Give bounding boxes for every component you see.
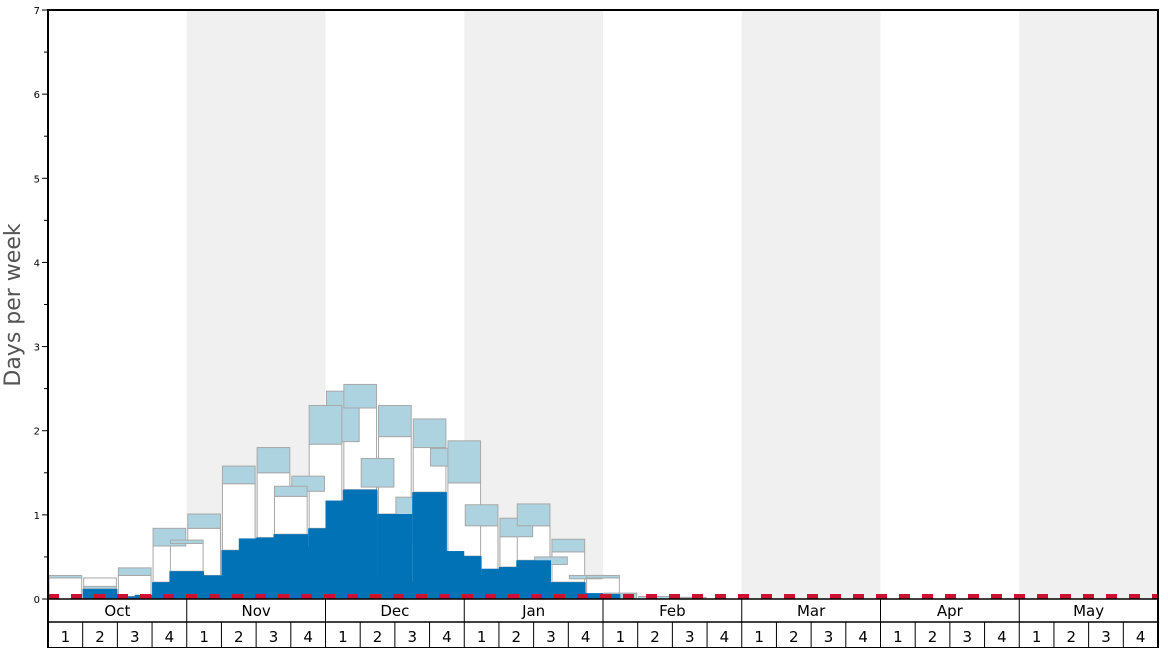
week-label: 3: [269, 628, 279, 646]
week-label: 1: [61, 628, 71, 646]
range-box: [117, 574, 152, 597]
y-axis: 0 1 2 3 4 5 6 7: [34, 6, 48, 606]
quartile-box: [221, 465, 256, 485]
quartile-box: [343, 383, 378, 409]
week-label: 4: [303, 628, 313, 646]
week-label: 2: [1067, 628, 1077, 646]
median-bar: [377, 514, 413, 599]
week-label: 4: [1136, 628, 1146, 646]
median-bar: [308, 528, 343, 599]
week-label: 1: [477, 628, 487, 646]
median-bar-layer: [82, 489, 621, 599]
month-label-dec: Dec: [380, 602, 409, 620]
x-axis: Oct 1 2 3 4 Nov 1 2 3 4 Dec 1 2 3 4 Jan 1 2 3 4 Feb 1 2 3 4 Mar 1 2…: [48, 598, 1158, 648]
month-label-mar: Mar: [797, 602, 826, 620]
week-label: 1: [338, 628, 348, 646]
week-label: 4: [997, 628, 1007, 646]
month-label-may: May: [1073, 602, 1104, 620]
quartile-box: [551, 538, 586, 553]
quartile-box: [169, 539, 204, 544]
median-bar: [238, 538, 274, 599]
month-label-feb: Feb: [659, 602, 686, 620]
week-label: 2: [789, 628, 799, 646]
median-bar: [134, 594, 170, 599]
week-label: 4: [442, 628, 452, 646]
month-label-nov: Nov: [241, 602, 270, 620]
y-tick-label: 5: [34, 174, 40, 185]
range-box: [586, 577, 620, 595]
week-label: 1: [893, 628, 903, 646]
y-tick-label: 7: [34, 6, 40, 17]
month-label-jan: Jan: [521, 602, 545, 620]
month-label-oct: Oct: [104, 602, 130, 620]
y-tick-label: 2: [34, 427, 40, 438]
quartile-box: [412, 418, 447, 449]
median-bar: [412, 492, 447, 599]
median-bar: [446, 556, 482, 599]
week-label: 3: [407, 628, 417, 646]
quartile-box: [256, 447, 291, 474]
quartile-box: [464, 504, 499, 527]
month-label-apr: Apr: [937, 602, 964, 620]
week-label: 4: [165, 628, 175, 646]
y-tick-label: 0: [34, 595, 40, 606]
median-bar: [342, 489, 378, 599]
median-bar: [82, 588, 118, 599]
week-label: 4: [858, 628, 868, 646]
quartile-box: [378, 404, 412, 438]
month-shade-jan: [464, 10, 603, 599]
week-label: 3: [546, 628, 556, 646]
median-bar: [204, 575, 239, 599]
quartile-box: [516, 503, 551, 527]
week-label: 3: [824, 628, 834, 646]
week-label: 4: [581, 628, 591, 646]
month-shading-layer: [186, 10, 1158, 599]
median-bar: [481, 568, 517, 599]
quartile-box: [586, 574, 620, 579]
week-label: 1: [616, 628, 626, 646]
week-label: 3: [1101, 628, 1111, 646]
week-label: 3: [685, 628, 695, 646]
month-shade-may: [1019, 10, 1158, 599]
week-label: 2: [512, 628, 522, 646]
week-label: 1: [199, 628, 209, 646]
y-tick-label: 4: [34, 258, 40, 269]
plot-frame: [47, 9, 1159, 648]
range-box: [273, 495, 308, 535]
week-label: 2: [234, 628, 244, 646]
y-axis-label: Days per week: [1, 223, 26, 386]
quartile-box: [48, 574, 83, 579]
quartile-box: [187, 513, 221, 529]
quartile-box: [308, 404, 343, 445]
week-label: 3: [962, 628, 972, 646]
median-bar: [516, 560, 551, 599]
week-label: 2: [650, 628, 660, 646]
week-label: 3: [130, 628, 140, 646]
month-shade-mar: [741, 10, 881, 599]
median-bar: [273, 534, 309, 599]
quartile-box: [83, 585, 117, 590]
quartile-box: [117, 567, 152, 576]
y-tick-label: 3: [34, 343, 40, 354]
week-label: 4: [720, 628, 730, 646]
range-box: [169, 542, 204, 572]
quartile-box: [360, 457, 395, 488]
quartile-box: [273, 485, 308, 497]
week-label: 1: [1032, 628, 1042, 646]
quartile-box: [447, 440, 482, 484]
y-tick-label: 1: [34, 511, 40, 522]
y-tick-label: 6: [34, 90, 40, 101]
week-label: 2: [373, 628, 383, 646]
week-label: 2: [95, 628, 105, 646]
week-label: 2: [928, 628, 938, 646]
week-label: 1: [754, 628, 764, 646]
